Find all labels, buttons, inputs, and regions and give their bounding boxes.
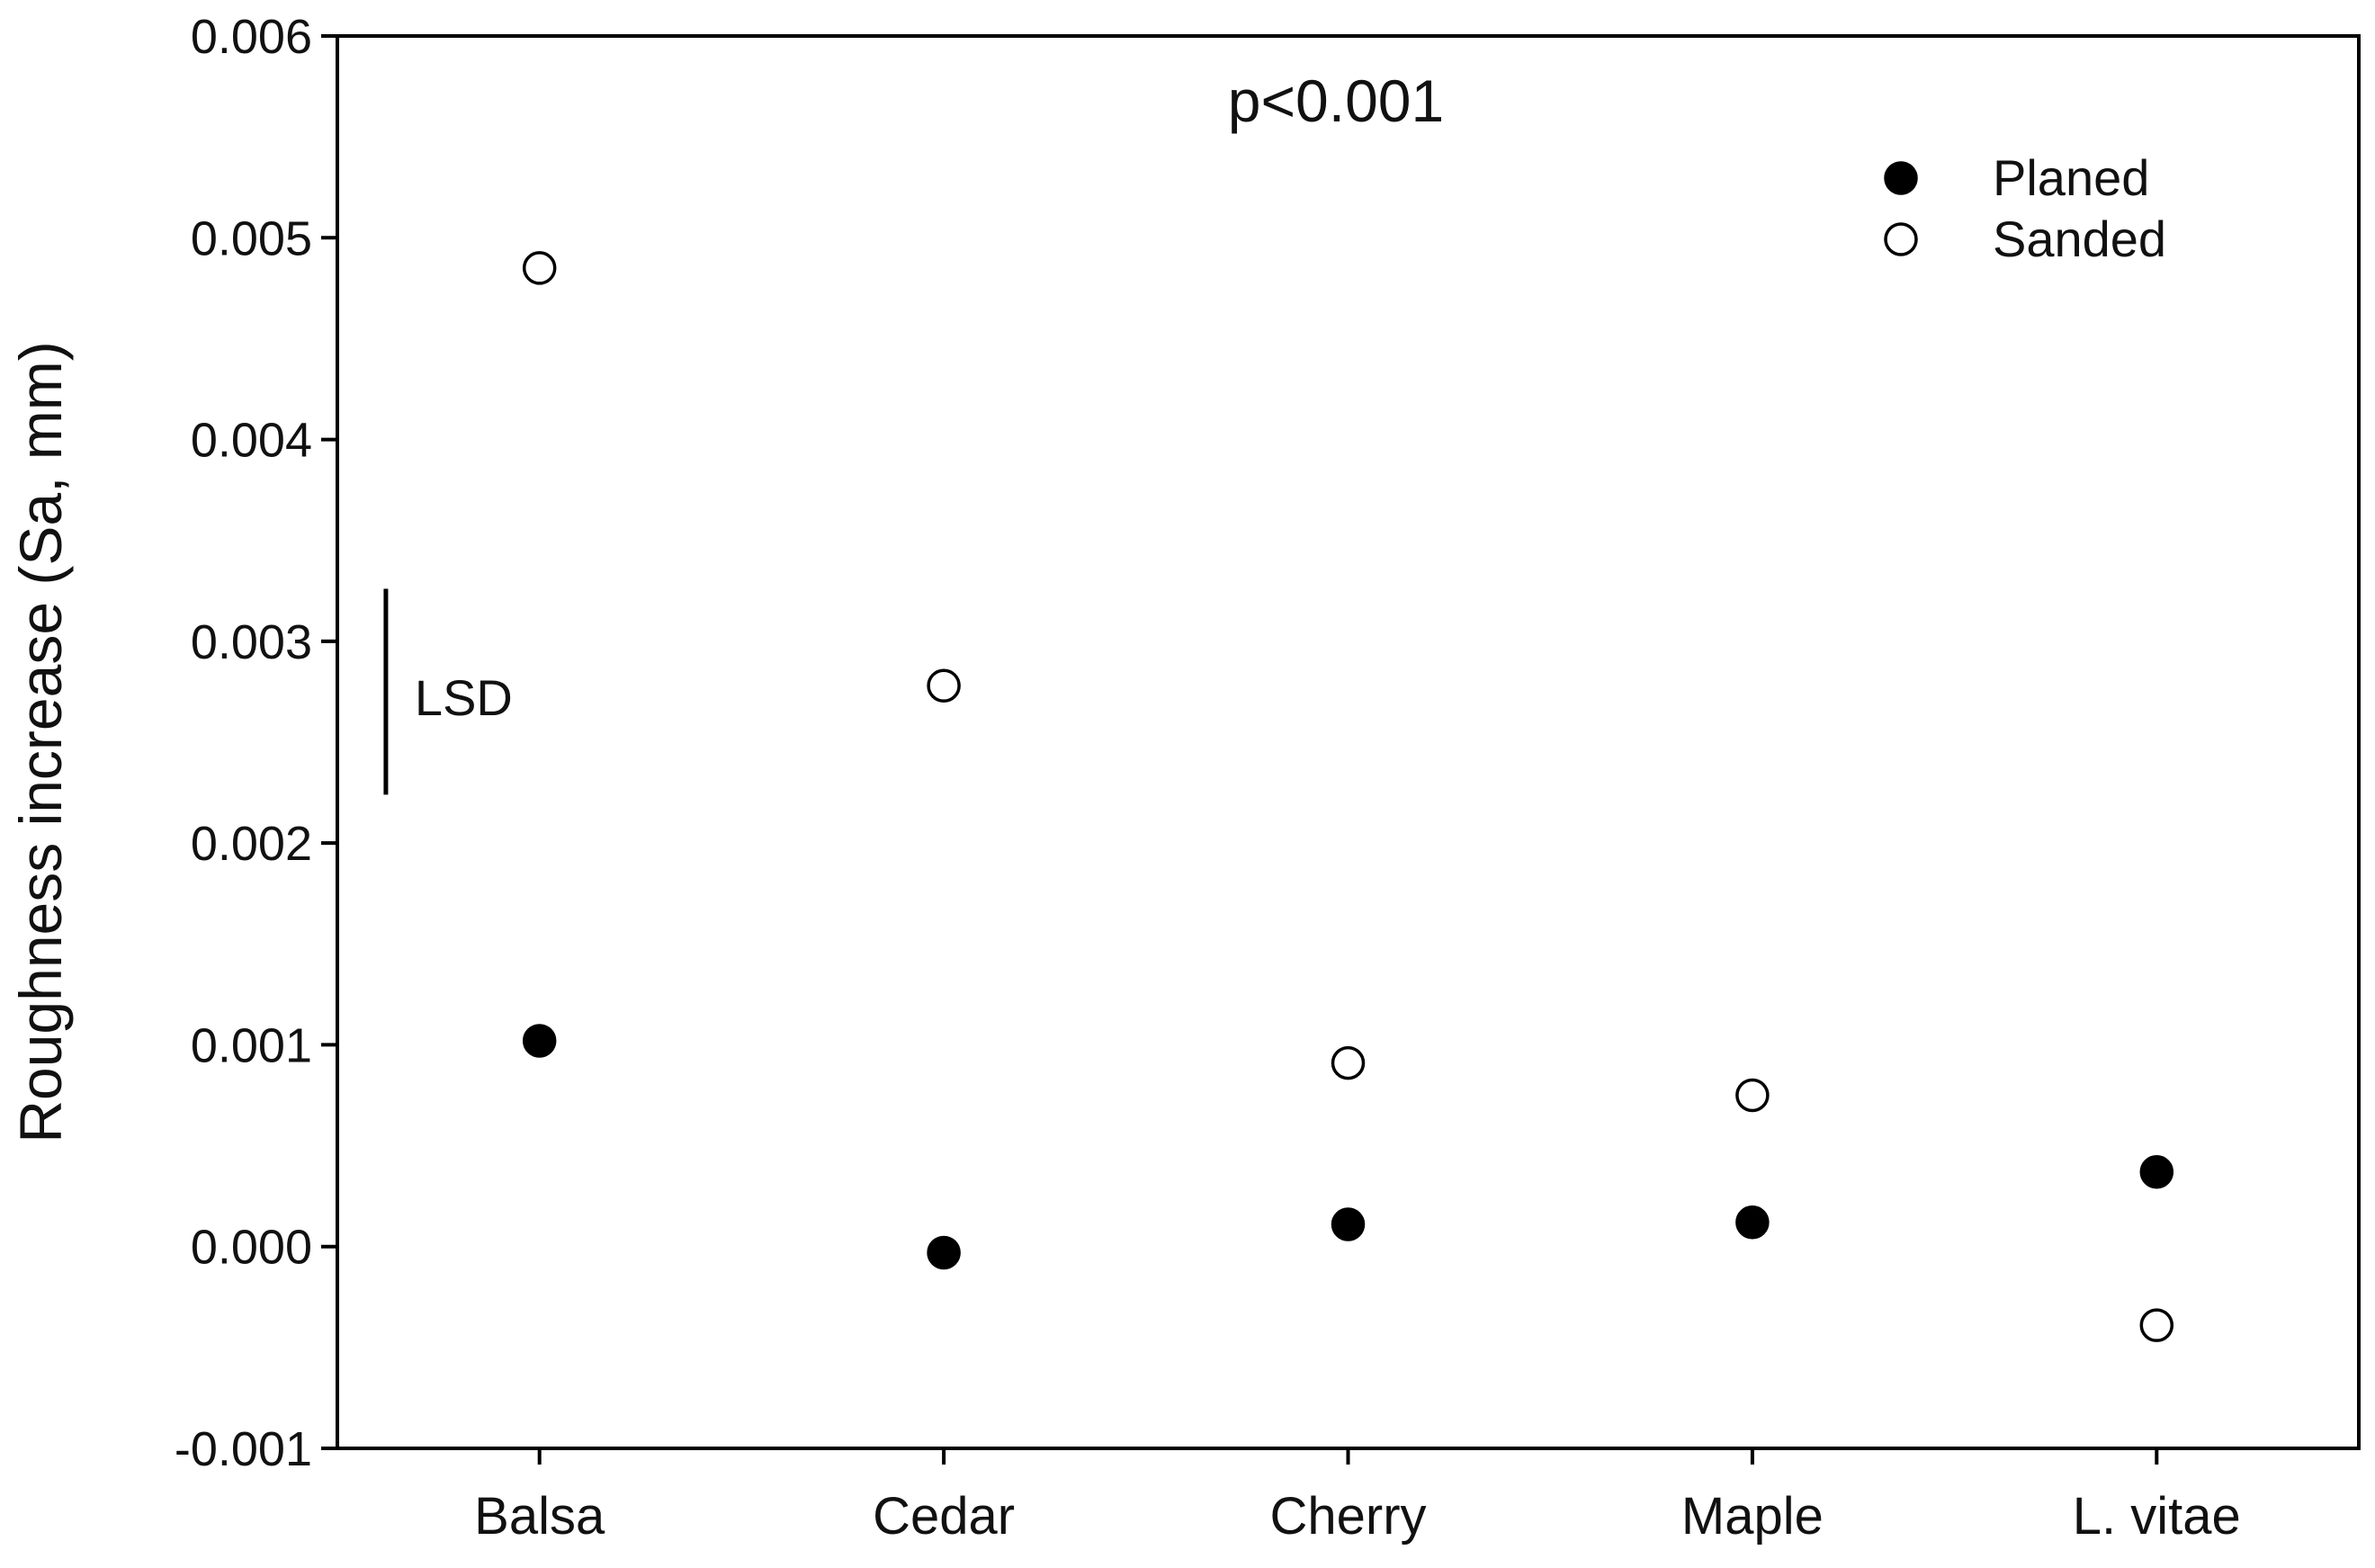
y-tick-label: 0.005 [191,211,312,265]
y-tick-label: 0.002 [191,817,312,871]
point-planed-cedar [927,1235,961,1270]
y-axis: -0.001 0.000 0.001 0.002 0.003 0.004 0.005 0.00… [175,10,337,1476]
point-sanded-maple [1735,1078,1770,1113]
y-tick-label: 0.001 [191,1018,312,1072]
y-axis-title: Roughness increase (Sa, mm) [7,341,74,1142]
point-sanded-balsa [522,251,557,285]
data-points [522,251,2174,1342]
legend-marker-planed [1884,161,1918,195]
y-tick-label: 0.000 [191,1221,312,1275]
legend-marker-sanded [1884,222,1918,256]
point-planed-cherry [1331,1207,1366,1241]
annotations: p<0.001 LSD [383,67,1444,795]
p-value-annotation: p<0.001 [1228,67,1444,134]
y-tick-label: -0.001 [175,1422,312,1476]
point-planed-balsa [522,1024,557,1058]
x-tick-label: Cherry [1269,1487,1426,1546]
legend-label-planed: Planed [1993,149,2149,206]
x-tick-label: Cedar [873,1487,1015,1546]
point-sanded-cedar [927,668,961,703]
lsd-label: LSD [415,669,513,726]
point-planed-maple [1735,1205,1770,1240]
x-axis: Balsa Cedar Cherry Maple L. vitae [474,1448,2241,1546]
x-tick-label: L. vitae [2073,1487,2241,1546]
legend-label-sanded: Sanded [1993,211,2166,267]
y-tick-label: 0.004 [191,414,312,468]
x-tick-label: Balsa [474,1487,605,1546]
point-sanded-cherry [1331,1045,1366,1080]
point-sanded-lvitae [2139,1308,2174,1342]
y-tick-label: 0.003 [191,615,312,669]
point-planed-lvitae [2139,1154,2174,1189]
x-tick-label: Maple [1681,1487,1824,1546]
y-tick-label: 0.006 [191,10,312,64]
